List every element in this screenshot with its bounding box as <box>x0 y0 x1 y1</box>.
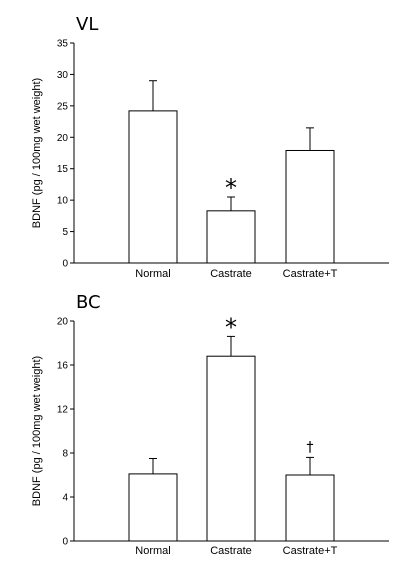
chart-panel-1: VL 0 5 10 15 20 25 30 35 BDNF (pg / 100mg wet wei… <box>31 14 389 280</box>
x-tick-label: Normal <box>135 268 170 280</box>
bar-normal <box>128 473 178 542</box>
significance-asterisk: * <box>225 313 237 341</box>
chart-panel-2: BC 0 4 8 12 16 20 BDNF (pg / 100mg wet weight) N… <box>31 292 389 557</box>
y-tick-label: 35 <box>57 39 69 50</box>
y-tick-label: 5 <box>62 227 68 238</box>
y-tick-label: 4 <box>62 493 68 504</box>
y-tick-label: 15 <box>57 164 69 175</box>
y-tick-label: 0 <box>62 259 68 270</box>
y-tick-label: 25 <box>57 101 69 112</box>
x-tick-label: Castrate <box>210 545 252 557</box>
significance-asterisk: * <box>225 174 237 202</box>
bar-castrate-t <box>285 149 335 264</box>
x-tick-label: Normal <box>135 545 170 557</box>
y-tick-label: 8 <box>62 449 68 460</box>
bar-castrate <box>206 355 256 542</box>
panel-title: BC <box>76 292 101 313</box>
y-tick-label: 20 <box>57 133 69 144</box>
bar-normal <box>128 110 178 264</box>
y-tick-label: 12 <box>57 405 69 416</box>
significance-dagger: † <box>307 439 314 455</box>
y-axis-label: BDNF (pg / 100mg wet weight) <box>31 78 43 228</box>
y-tick-label: 30 <box>57 70 69 81</box>
y-tick-label: 20 <box>57 317 69 328</box>
x-tick-label: Castrate+T <box>283 268 338 280</box>
bar-castrate <box>206 210 256 264</box>
bar-castrate-t <box>285 474 335 542</box>
y-axis-label: BDNF (pg / 100mg wet weight) <box>31 356 43 506</box>
y-tick-label: 16 <box>57 361 69 372</box>
y-tick-label: 10 <box>57 196 69 207</box>
x-tick-label: Castrate+T <box>283 545 338 557</box>
y-tick-label: 0 <box>62 537 68 548</box>
panel-title: VL <box>76 14 98 35</box>
x-tick-label: Castrate <box>210 268 252 280</box>
